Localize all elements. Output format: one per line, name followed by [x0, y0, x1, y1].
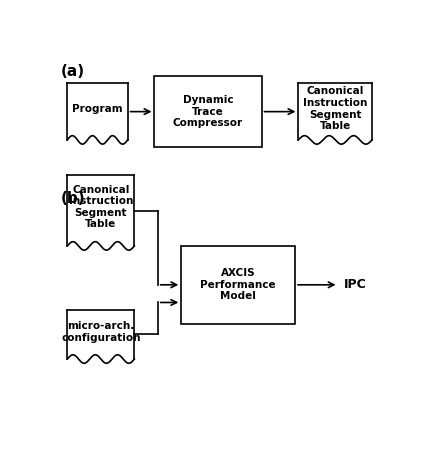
Text: Dynamic
Trace
Compressor: Dynamic Trace Compressor: [173, 95, 243, 128]
Text: Canonical
Instruction
Segment
Table: Canonical Instruction Segment Table: [69, 185, 133, 230]
Bar: [181, 246, 295, 324]
Bar: [155, 76, 262, 147]
Polygon shape: [67, 84, 128, 144]
Polygon shape: [67, 175, 134, 250]
Text: (a): (a): [60, 64, 85, 79]
Text: Canonical
Instruction
Segment
Table: Canonical Instruction Segment Table: [303, 86, 368, 131]
Polygon shape: [299, 84, 372, 144]
Polygon shape: [67, 309, 134, 363]
Text: IPC: IPC: [343, 278, 366, 291]
Text: (b): (b): [60, 191, 86, 206]
Text: AXCIS
Performance
Model: AXCIS Performance Model: [200, 268, 276, 302]
Text: micro-arch.
configuration: micro-arch. configuration: [61, 321, 141, 342]
Text: Program: Program: [72, 104, 123, 114]
